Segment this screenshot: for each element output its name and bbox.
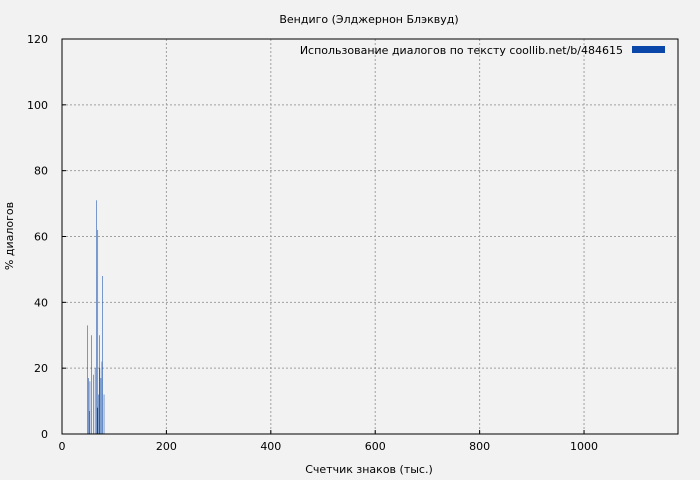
bar xyxy=(94,368,96,434)
bar xyxy=(96,200,97,434)
bar-series xyxy=(87,200,105,434)
y-axis-label: % диалогов xyxy=(3,202,16,270)
x-tick-label: 400 xyxy=(260,440,281,453)
bar xyxy=(101,361,103,434)
bar xyxy=(93,374,94,434)
chart-title: Вендиго (Элджернон Блэквуд) xyxy=(279,13,458,26)
x-tick-label: 0 xyxy=(59,440,66,453)
bar xyxy=(89,410,90,434)
x-tick-label: 600 xyxy=(365,440,386,453)
bar xyxy=(87,325,88,434)
bar xyxy=(100,378,102,434)
y-tick-label: 100 xyxy=(27,99,48,112)
y-tick-label: 40 xyxy=(34,296,48,309)
grid xyxy=(62,39,678,434)
bar xyxy=(98,394,100,434)
y-axis: 0 20 40 60 80 100 120 xyxy=(27,33,66,441)
x-axis-label: Счетчик знаков (тыс.) xyxy=(305,463,433,476)
legend: Использование диалогов по тексту coollib… xyxy=(300,44,665,57)
y-tick-label: 20 xyxy=(34,362,48,375)
legend-label: Использование диалогов по тексту coollib… xyxy=(300,44,623,57)
legend-swatch xyxy=(632,46,665,53)
bar xyxy=(99,368,101,434)
bar xyxy=(99,335,100,434)
x-axis: 0 200 400 600 800 1000 xyxy=(59,430,598,453)
bar xyxy=(88,378,89,434)
x-tick-label: 1000 xyxy=(570,440,598,453)
y-tick-label: 60 xyxy=(34,231,48,244)
bar xyxy=(96,407,98,434)
bar xyxy=(97,229,99,434)
bar xyxy=(102,276,103,434)
x-tick-label: 800 xyxy=(469,440,490,453)
bar xyxy=(103,394,105,434)
bar xyxy=(91,335,92,434)
x-tick-label: 200 xyxy=(156,440,177,453)
y-tick-label: 120 xyxy=(27,33,48,46)
bar xyxy=(89,381,91,434)
y-tick-label: 80 xyxy=(34,165,48,178)
y-tick-label: 0 xyxy=(41,428,48,441)
